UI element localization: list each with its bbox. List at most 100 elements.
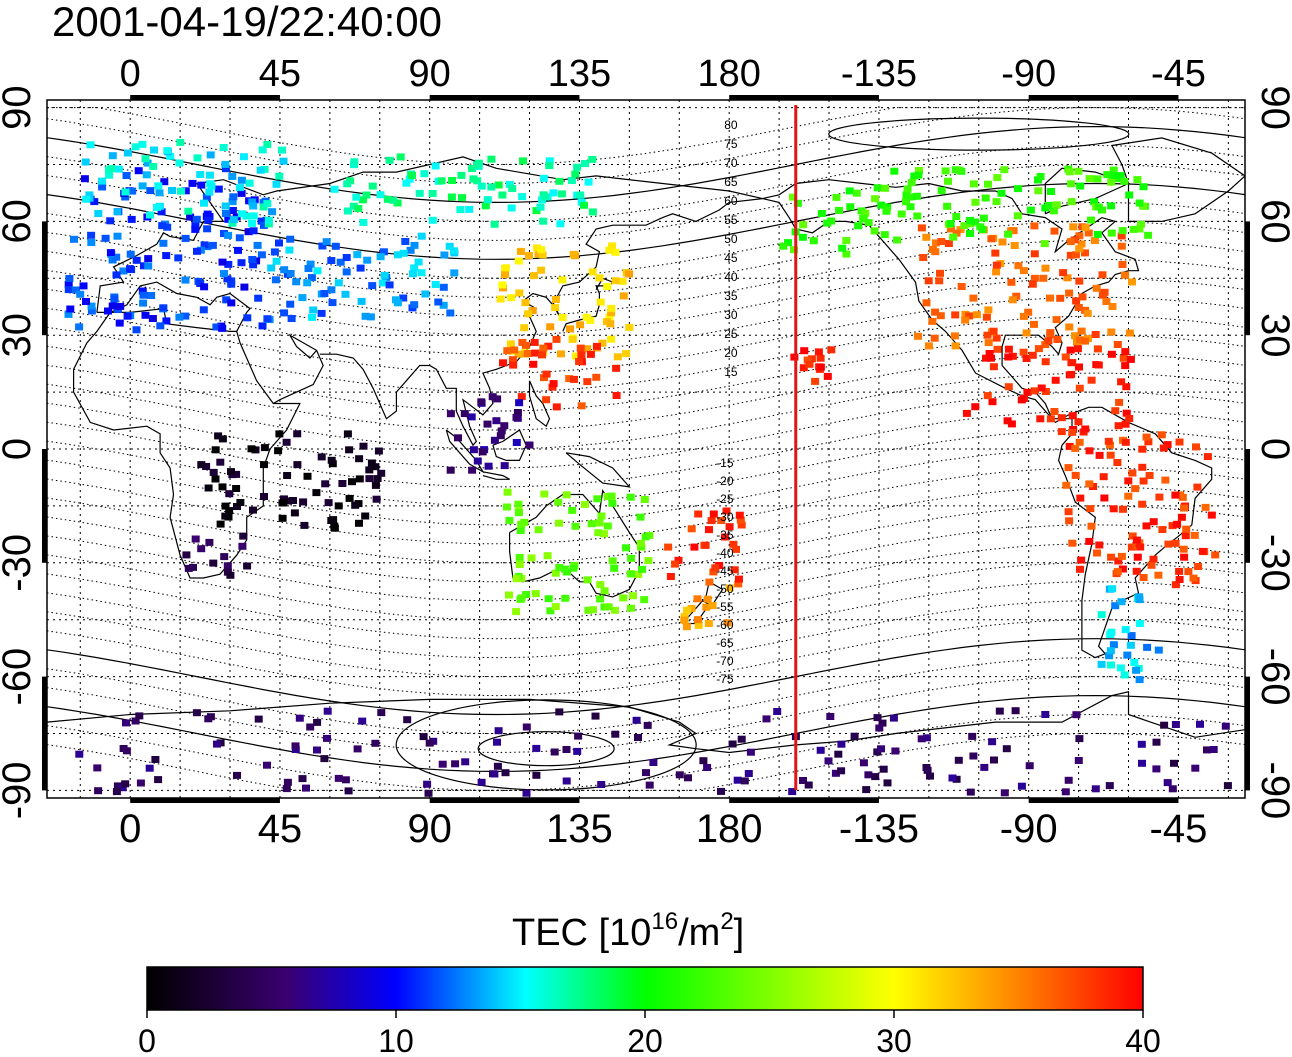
tec-cell (568, 506, 577, 514)
tec-cell (108, 152, 117, 160)
tec-cell (138, 140, 147, 148)
tec-cell (481, 202, 490, 210)
tec-cell (1104, 437, 1113, 445)
tec-cell (1065, 442, 1074, 450)
geomag-label: 55 (724, 213, 738, 227)
tec-cell (538, 351, 546, 359)
tec-cell (1106, 441, 1114, 449)
tec-cell (961, 316, 970, 324)
tec-cell (552, 403, 561, 411)
tec-cell (1093, 345, 1102, 353)
tec-cell (417, 232, 426, 240)
tec-cell (272, 257, 281, 265)
tec-cell (245, 179, 254, 187)
tec-cell (1138, 445, 1147, 453)
tec-cell (465, 205, 474, 213)
tec-cell (971, 403, 980, 411)
tec-cell (478, 448, 487, 456)
tec-cell (204, 715, 213, 723)
tec-cell (1068, 539, 1077, 547)
tec-cell (221, 202, 230, 210)
tec-cell (701, 541, 710, 549)
tec-cell (924, 342, 933, 350)
tec-cell (1180, 504, 1188, 512)
tec-cell (1091, 785, 1100, 793)
tec-cell (603, 493, 612, 500)
tec-cell (699, 757, 708, 765)
colorbar-ticks: 0 10 20 30 40 (138, 1010, 1161, 1057)
tec-cell (181, 312, 190, 320)
tec-cell (979, 214, 988, 222)
tec-cell (94, 787, 103, 795)
tec-cell (1026, 206, 1035, 214)
tec-cell (244, 228, 253, 236)
tec-cell (505, 516, 514, 524)
tec-cell (603, 522, 612, 530)
tec-cell (1152, 738, 1161, 746)
tec-cell (126, 265, 134, 273)
tec-cell (327, 456, 336, 464)
tec-cell (113, 208, 122, 216)
latitude-labels-left: 90 60 30 0 -30 -60 -90 (0, 85, 39, 819)
tec-cell (583, 345, 592, 353)
south-geomag-oval (395, 699, 697, 791)
tec-cell (1085, 175, 1094, 183)
tec-cell (221, 160, 230, 168)
tec-cell (584, 606, 593, 614)
tec-cell (507, 204, 516, 212)
tec-cell (263, 141, 272, 148)
tec-cell (222, 296, 231, 304)
tec-cell (1057, 414, 1066, 422)
tec-cell (162, 317, 171, 325)
tec-cell (275, 239, 283, 247)
tec-cell (684, 774, 692, 782)
tec-cell (336, 258, 345, 266)
tec-cell (275, 430, 284, 438)
tec-cell (645, 781, 654, 789)
tec-cell (327, 286, 336, 294)
tec-cell (1065, 517, 1074, 525)
tec-cell (1074, 304, 1083, 311)
tec-cell (216, 520, 225, 528)
tec-cell (385, 156, 394, 164)
tec-cell (984, 306, 993, 314)
tec-cell (649, 759, 658, 766)
tec-cell (498, 281, 507, 289)
tec-cell (238, 542, 247, 550)
tec-cell (694, 510, 703, 518)
tec-cell (562, 777, 571, 785)
tec-cell (607, 304, 616, 312)
geomag-label: 65 (724, 175, 738, 189)
geomag-label: -25 (716, 492, 734, 506)
tec-cell (270, 248, 279, 256)
tec-cell (627, 554, 636, 562)
tec-cell (1106, 647, 1115, 655)
tec-cell (374, 447, 383, 455)
tec-cell (831, 769, 840, 777)
tec-cell (987, 235, 996, 243)
lat-tick-label: -90 (0, 761, 39, 819)
tec-cell (327, 257, 336, 264)
tec-cell (709, 510, 718, 518)
tec-cell (204, 216, 213, 224)
colorbar-tick-label: 30 (876, 1023, 912, 1057)
tec-cell (948, 774, 957, 782)
tec-cell (932, 239, 940, 247)
tec-cell (594, 529, 603, 537)
tec-cell (1105, 652, 1114, 660)
tec-cell (227, 280, 236, 288)
tec-cell (206, 151, 215, 159)
tec-cell (175, 159, 184, 167)
coastline (73, 331, 301, 579)
tec-cell (1137, 220, 1145, 228)
tec-cell (1125, 191, 1134, 199)
tec-cell (889, 714, 898, 722)
tec-cell (168, 187, 176, 194)
tec-cell (286, 300, 295, 308)
tec-cell (1122, 383, 1131, 391)
tec-cell (286, 270, 295, 277)
tec-cell (1028, 351, 1037, 359)
tec-cell (283, 778, 292, 786)
tec-cell (992, 268, 1001, 276)
tec-cell (952, 229, 961, 237)
